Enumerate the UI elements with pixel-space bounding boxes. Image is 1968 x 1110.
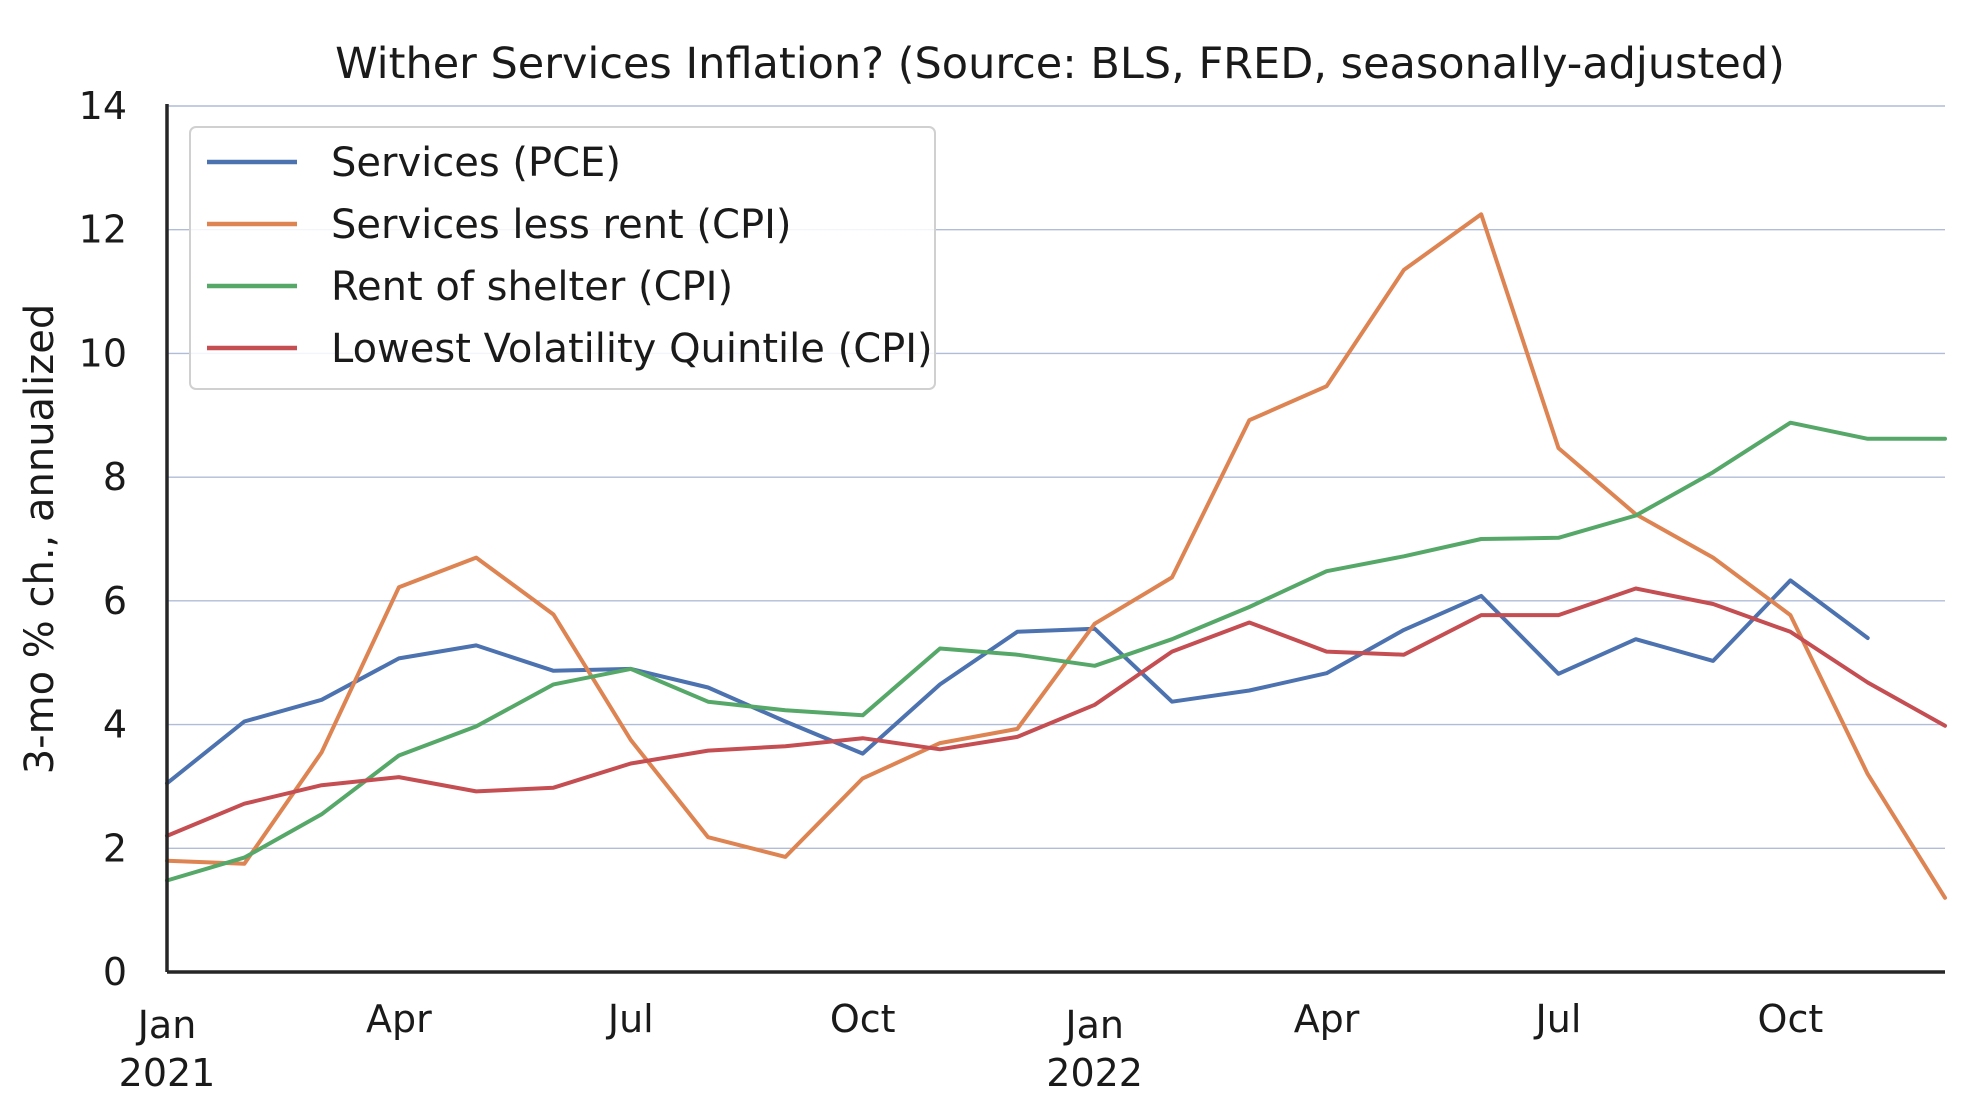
y-tick-label: 10 xyxy=(79,331,127,375)
legend-box xyxy=(189,126,936,390)
x-tick-label: Jan xyxy=(1063,1003,1124,1047)
series-line-1 xyxy=(165,578,1870,786)
legend-entry: Services less rent (CPI) xyxy=(331,202,792,248)
x-tick-label: Jul xyxy=(606,997,654,1041)
series-line-2 xyxy=(165,212,1947,900)
series-lines xyxy=(165,212,1947,900)
y-tick-label: 14 xyxy=(79,84,127,128)
x-tick-label: Jul xyxy=(1534,997,1582,1041)
x-tick-label: Jan xyxy=(136,1003,197,1047)
x-tick-year-label: 2021 xyxy=(119,1051,216,1095)
series-line-4 xyxy=(165,586,1947,838)
chart-title: Wither Services Inflation? (Source: BLS,… xyxy=(335,39,1785,89)
x-tick-label: Oct xyxy=(830,997,896,1041)
axes xyxy=(165,104,1945,974)
legend-entry: Rent of shelter (CPI) xyxy=(331,264,733,310)
x-tick-year-label: 2022 xyxy=(1046,1051,1143,1095)
legend: Services (PCE) Services less rent (CPI) Re… xyxy=(189,126,936,390)
y-tick-label: 0 xyxy=(103,950,127,994)
legend-entry: Lowest Volatility Quintile (CPI) xyxy=(331,326,933,372)
y-tick-label: 2 xyxy=(103,826,127,870)
series-line-3 xyxy=(165,420,1947,883)
y-tick-label: 12 xyxy=(79,208,127,252)
y-tick-label: 4 xyxy=(103,703,127,747)
x-tick-label: Apr xyxy=(366,997,432,1041)
y-tick-label: 8 xyxy=(103,455,127,499)
y-tick-labels: 0 2 4 6 8 10 12 14 xyxy=(79,84,127,994)
y-tick-label: 6 xyxy=(103,579,127,623)
x-tick-label: Apr xyxy=(1294,997,1360,1041)
y-axis-label: 3-mo % ch., annualized xyxy=(17,304,63,775)
x-tick-label: Oct xyxy=(1758,997,1824,1041)
legend-entry: Services (PCE) xyxy=(331,140,621,186)
